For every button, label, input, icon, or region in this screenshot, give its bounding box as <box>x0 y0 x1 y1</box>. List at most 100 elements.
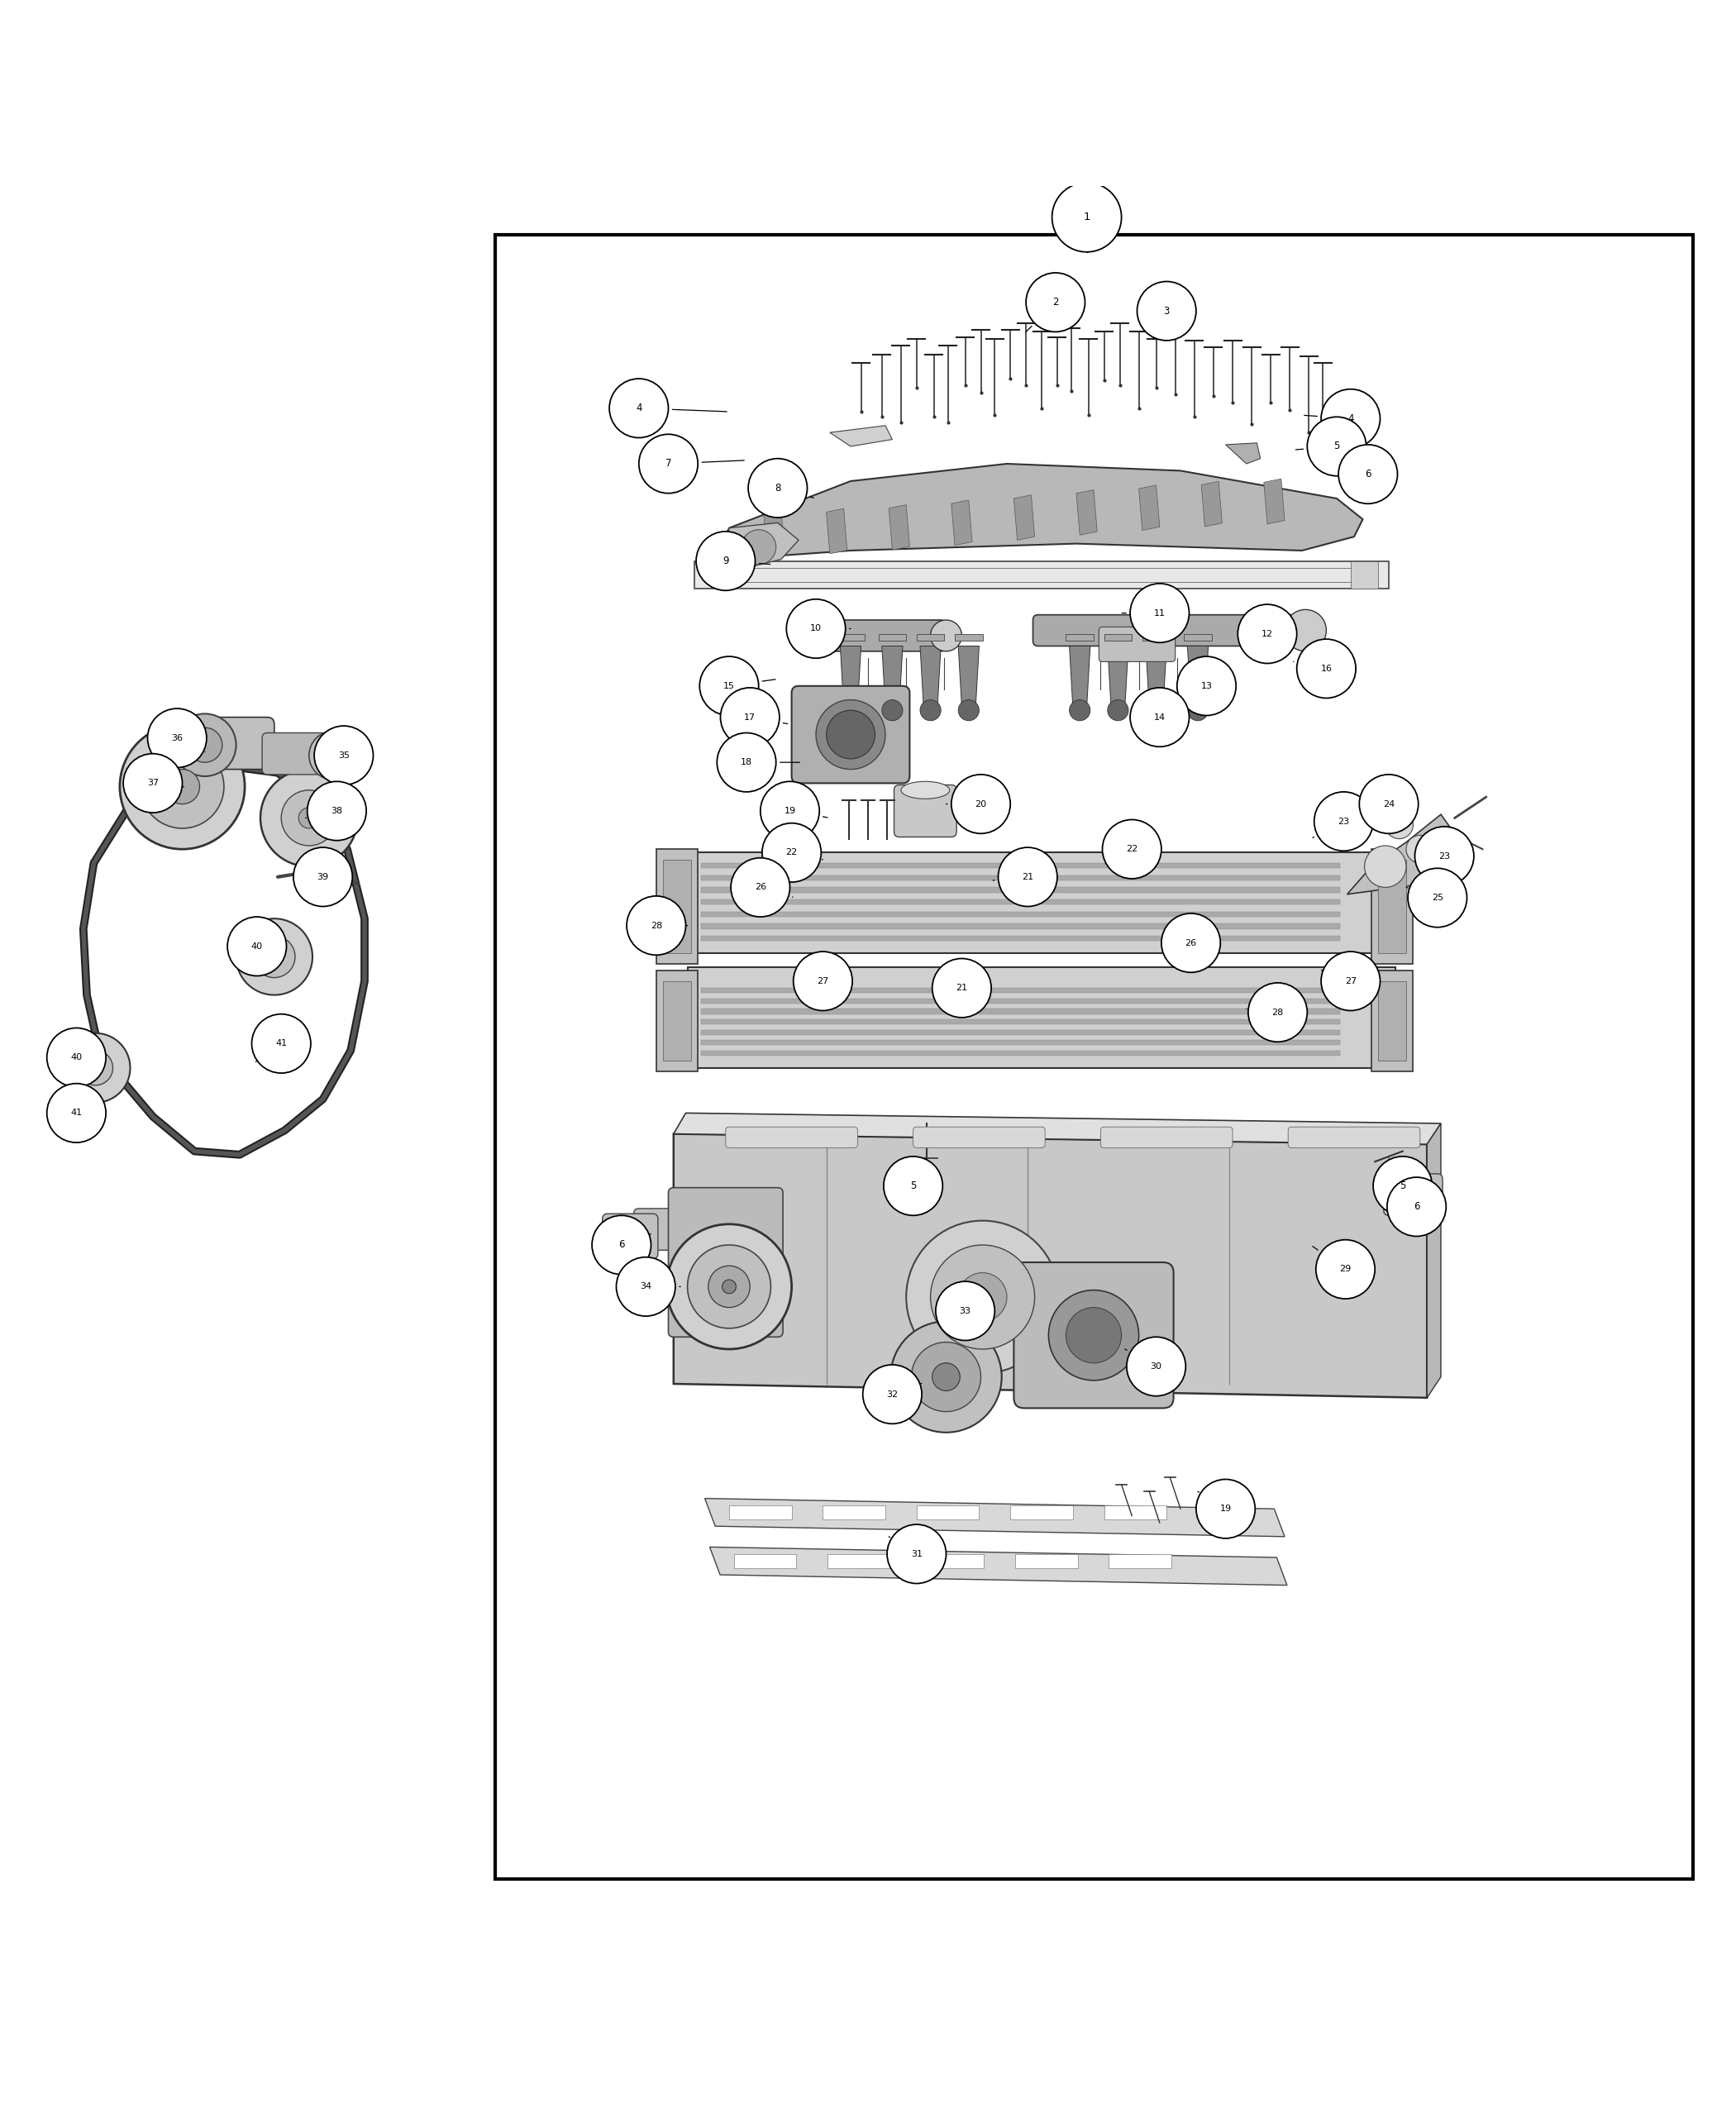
Circle shape <box>720 687 779 746</box>
FancyBboxPatch shape <box>156 717 274 769</box>
FancyBboxPatch shape <box>894 784 957 837</box>
Circle shape <box>1066 1307 1121 1364</box>
Circle shape <box>260 769 358 866</box>
Polygon shape <box>922 1554 984 1568</box>
Circle shape <box>863 1364 922 1423</box>
Text: 16: 16 <box>1321 664 1332 672</box>
Polygon shape <box>1184 635 1212 641</box>
Polygon shape <box>1010 1505 1073 1520</box>
Polygon shape <box>701 1039 1340 1046</box>
Circle shape <box>932 959 991 1018</box>
Text: 33: 33 <box>960 1307 970 1315</box>
Polygon shape <box>674 1134 1427 1398</box>
FancyBboxPatch shape <box>262 734 363 774</box>
Bar <box>687 852 1396 953</box>
Circle shape <box>1130 687 1189 746</box>
Circle shape <box>748 460 807 519</box>
Circle shape <box>1373 1157 1432 1216</box>
Polygon shape <box>1066 635 1094 641</box>
Circle shape <box>47 1084 106 1143</box>
Circle shape <box>1297 639 1356 698</box>
Circle shape <box>321 744 345 767</box>
Polygon shape <box>1108 645 1128 706</box>
Text: 22: 22 <box>786 850 797 856</box>
Circle shape <box>1316 1240 1375 1299</box>
Circle shape <box>891 1322 1002 1433</box>
Polygon shape <box>701 911 1340 917</box>
Circle shape <box>1238 605 1297 664</box>
Circle shape <box>1307 417 1366 476</box>
Text: 38: 38 <box>332 807 342 816</box>
Circle shape <box>1285 609 1326 651</box>
Circle shape <box>141 744 224 828</box>
FancyBboxPatch shape <box>804 620 946 651</box>
Circle shape <box>1338 445 1397 504</box>
Polygon shape <box>701 900 1340 904</box>
Polygon shape <box>917 1505 979 1520</box>
Circle shape <box>309 731 358 780</box>
Bar <box>1371 850 1413 963</box>
Circle shape <box>932 1364 960 1391</box>
Circle shape <box>930 620 962 651</box>
Circle shape <box>616 1256 675 1315</box>
Circle shape <box>609 379 668 438</box>
Circle shape <box>1321 951 1380 1010</box>
Circle shape <box>762 822 821 881</box>
Polygon shape <box>1104 1505 1167 1520</box>
Polygon shape <box>701 1010 1340 1014</box>
Ellipse shape <box>835 717 891 748</box>
Text: 13: 13 <box>1201 681 1212 689</box>
FancyBboxPatch shape <box>726 1128 858 1147</box>
Circle shape <box>951 774 1010 833</box>
Text: 14: 14 <box>1154 713 1165 721</box>
Circle shape <box>187 727 222 763</box>
Text: 24: 24 <box>1384 799 1394 807</box>
FancyBboxPatch shape <box>602 1214 658 1258</box>
Circle shape <box>1415 826 1474 885</box>
Circle shape <box>1146 700 1167 721</box>
Text: 11: 11 <box>1154 609 1165 618</box>
Circle shape <box>174 715 236 776</box>
Polygon shape <box>764 510 785 557</box>
Polygon shape <box>701 1029 1340 1035</box>
Text: 22: 22 <box>1127 845 1137 854</box>
Circle shape <box>1248 982 1307 1041</box>
Text: 29: 29 <box>1340 1265 1351 1273</box>
Text: 25: 25 <box>1432 894 1443 902</box>
Polygon shape <box>1142 635 1170 641</box>
Circle shape <box>1102 820 1161 879</box>
Text: 26: 26 <box>755 883 766 892</box>
Circle shape <box>1406 835 1434 862</box>
Polygon shape <box>823 1505 885 1520</box>
Polygon shape <box>920 645 941 706</box>
Circle shape <box>1359 774 1418 833</box>
Bar <box>1371 970 1413 1071</box>
Circle shape <box>793 951 852 1010</box>
Circle shape <box>1130 584 1189 643</box>
Text: 36: 36 <box>172 734 182 742</box>
Polygon shape <box>729 1505 792 1520</box>
Polygon shape <box>826 508 847 554</box>
FancyBboxPatch shape <box>1033 616 1304 645</box>
Polygon shape <box>701 862 1340 868</box>
Circle shape <box>826 710 875 759</box>
Circle shape <box>123 755 182 814</box>
Circle shape <box>299 807 319 828</box>
Circle shape <box>267 951 281 963</box>
Text: 19: 19 <box>785 807 795 816</box>
Circle shape <box>1137 282 1196 341</box>
Polygon shape <box>1201 481 1222 527</box>
FancyBboxPatch shape <box>1288 1128 1420 1147</box>
Circle shape <box>708 1265 750 1307</box>
Polygon shape <box>701 999 1340 1003</box>
Circle shape <box>120 725 245 850</box>
Polygon shape <box>674 1113 1441 1145</box>
Ellipse shape <box>901 782 950 799</box>
FancyBboxPatch shape <box>668 1187 783 1336</box>
Text: 4: 4 <box>1347 413 1354 424</box>
Circle shape <box>1408 868 1467 928</box>
Text: 41: 41 <box>71 1109 82 1117</box>
Circle shape <box>936 1282 995 1341</box>
FancyBboxPatch shape <box>1101 1128 1233 1147</box>
Text: 40: 40 <box>252 942 262 951</box>
